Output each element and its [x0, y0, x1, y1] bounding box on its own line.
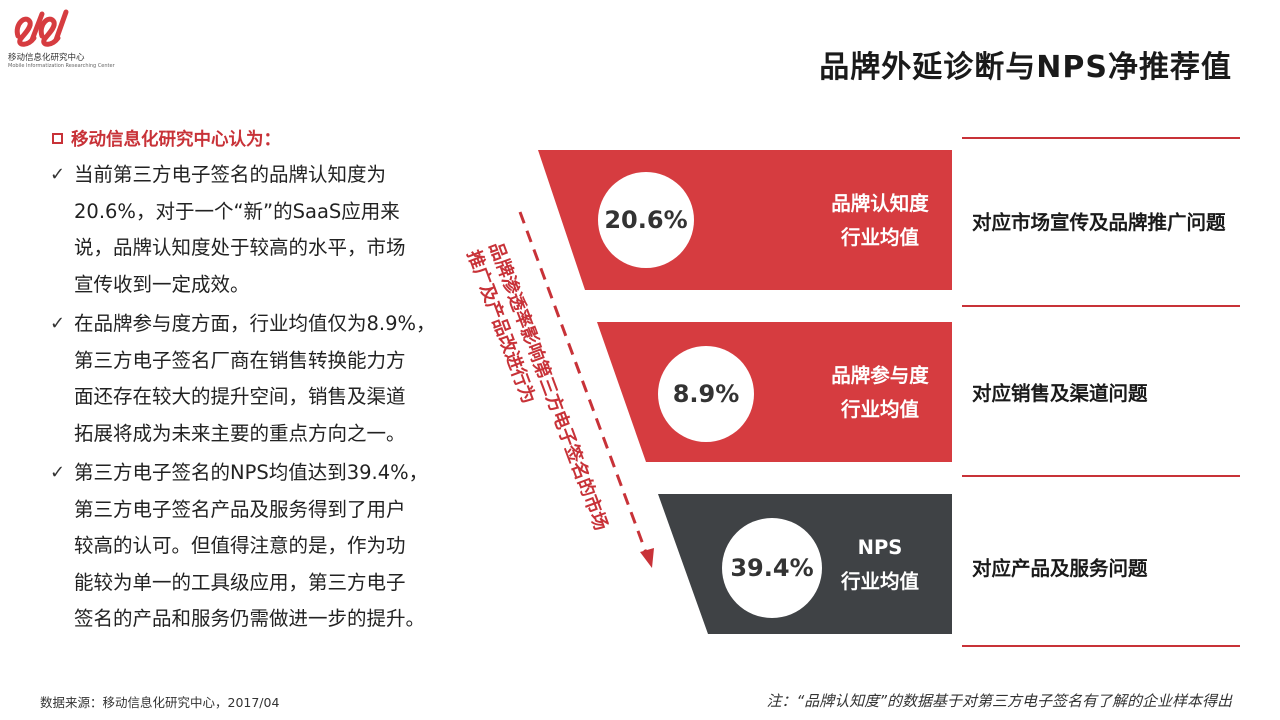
checkmark-icon: ✓ — [50, 164, 66, 185]
data-source: 数据来源：移动信息化研究中心，2017/04 — [40, 695, 280, 710]
tier-1-note: 对应市场宣传及品牌推广问题 — [972, 211, 1226, 234]
checkmark-icon: ✓ — [50, 313, 66, 334]
conclusion-bullet-3: ✓ 第三方电子签名的NPS均值达到39.4%， 第三方电子签名产品及服务得到了用… — [50, 455, 470, 638]
conclusion-heading: 移动信息化研究中心认为： — [50, 122, 470, 154]
checkmark-icon: ✓ — [50, 462, 66, 483]
bullet-line: 当前第三方电子签名的品牌认知度为 — [74, 163, 387, 186]
bullet-line: 宣传收到一定成效。 — [74, 272, 250, 296]
bullet-line: 说，品牌认知度处于较高的水平，市场 — [74, 236, 406, 259]
tier-label-line2: 行业均值 — [840, 570, 919, 593]
bullet-line: 第三方电子签名厂商在销售转换能力方 — [74, 348, 406, 372]
funnel-side-text-1: 品牌渗透率影响第三方电子签名的市场 — [484, 239, 612, 534]
conclusion-heading-text: 移动信息化研究中心认为： — [71, 129, 281, 150]
square-bullet-icon — [52, 132, 63, 144]
divider-line — [962, 305, 1240, 307]
tier-label-line2: 行业均值 — [840, 398, 919, 421]
arrow-head-icon — [640, 548, 654, 568]
logo-name-en: Mobile Informatization Researching Cente… — [8, 63, 115, 69]
bullet-line: 面还存在较大的提升空间，销售及渠道 — [74, 385, 406, 408]
divider-line — [962, 645, 1240, 647]
conclusion-panel: 移动信息化研究中心认为： ✓ 当前第三方电子签名的品牌认知度为 20.6%，对于… — [50, 122, 470, 638]
bullet-line: 较高的认可。但值得注意的是，作为功 — [74, 534, 406, 557]
conclusion-bullet-2: ✓ 在品牌参与度方面，行业均值仅为8.9%， 第三方电子签名厂商在销售转换能力方… — [50, 306, 470, 452]
tier-3-note: 对应产品及服务问题 — [972, 557, 1148, 580]
conclusion-bullet-1: ✓ 当前第三方电子签名的品牌认知度为 20.6%，对于一个“新”的SaaS应用来… — [50, 157, 470, 303]
bullet-line: 能较为单一的工具级应用，第三方电子 — [74, 570, 406, 594]
tier-label-line2: 行业均值 — [840, 226, 919, 249]
funnel-tier-1-value: 20.6% — [598, 172, 694, 268]
bullet-line: 在品牌参与度方面，行业均值仅为8.9%， — [74, 312, 436, 335]
divider-line — [962, 137, 1240, 139]
tier-label-line1: NPS — [857, 536, 903, 559]
funnel-tier-3-value: 39.4% — [722, 518, 822, 618]
bullet-line: 20.6%，对于一个“新”的SaaS应用来 — [74, 199, 400, 223]
tier-label-line1: 品牌认知度 — [831, 192, 929, 215]
bullet-line: 拓展将成为未来主要的重点方向之一。 — [74, 421, 406, 445]
bullet-line: 签名的产品和服务仍需做进一步的提升。 — [74, 607, 426, 630]
bullet-line: 第三方电子签名的NPS均值达到39.4%， — [74, 461, 429, 484]
tier-label-line1: 品牌参与度 — [831, 364, 929, 387]
logo-mark — [14, 9, 69, 47]
tier-2-note: 对应销售及渠道问题 — [972, 382, 1148, 405]
page-title: 品牌外延诊断与NPS净推荐值 — [819, 50, 1232, 85]
logo: 移动信息化研究中心 Mobile Informatization Researc… — [8, 6, 118, 70]
divider-line — [962, 475, 1240, 477]
logo-name-cn: 移动信息化研究中心 — [8, 53, 85, 63]
footnote: 注：“品牌认知度”的数据基于对第三方电子签名有了解的企业样本得出 — [766, 692, 1232, 710]
funnel-tier-3-label: NPS 行业均值 — [810, 531, 950, 599]
bullet-line: 第三方电子签名产品及服务得到了用户 — [74, 497, 406, 521]
funnel-tier-2-value: 8.9% — [658, 346, 754, 442]
funnel-tier-2-label: 品牌参与度 行业均值 — [810, 359, 950, 427]
funnel-tier-1-label: 品牌认知度 行业均值 — [810, 187, 950, 255]
